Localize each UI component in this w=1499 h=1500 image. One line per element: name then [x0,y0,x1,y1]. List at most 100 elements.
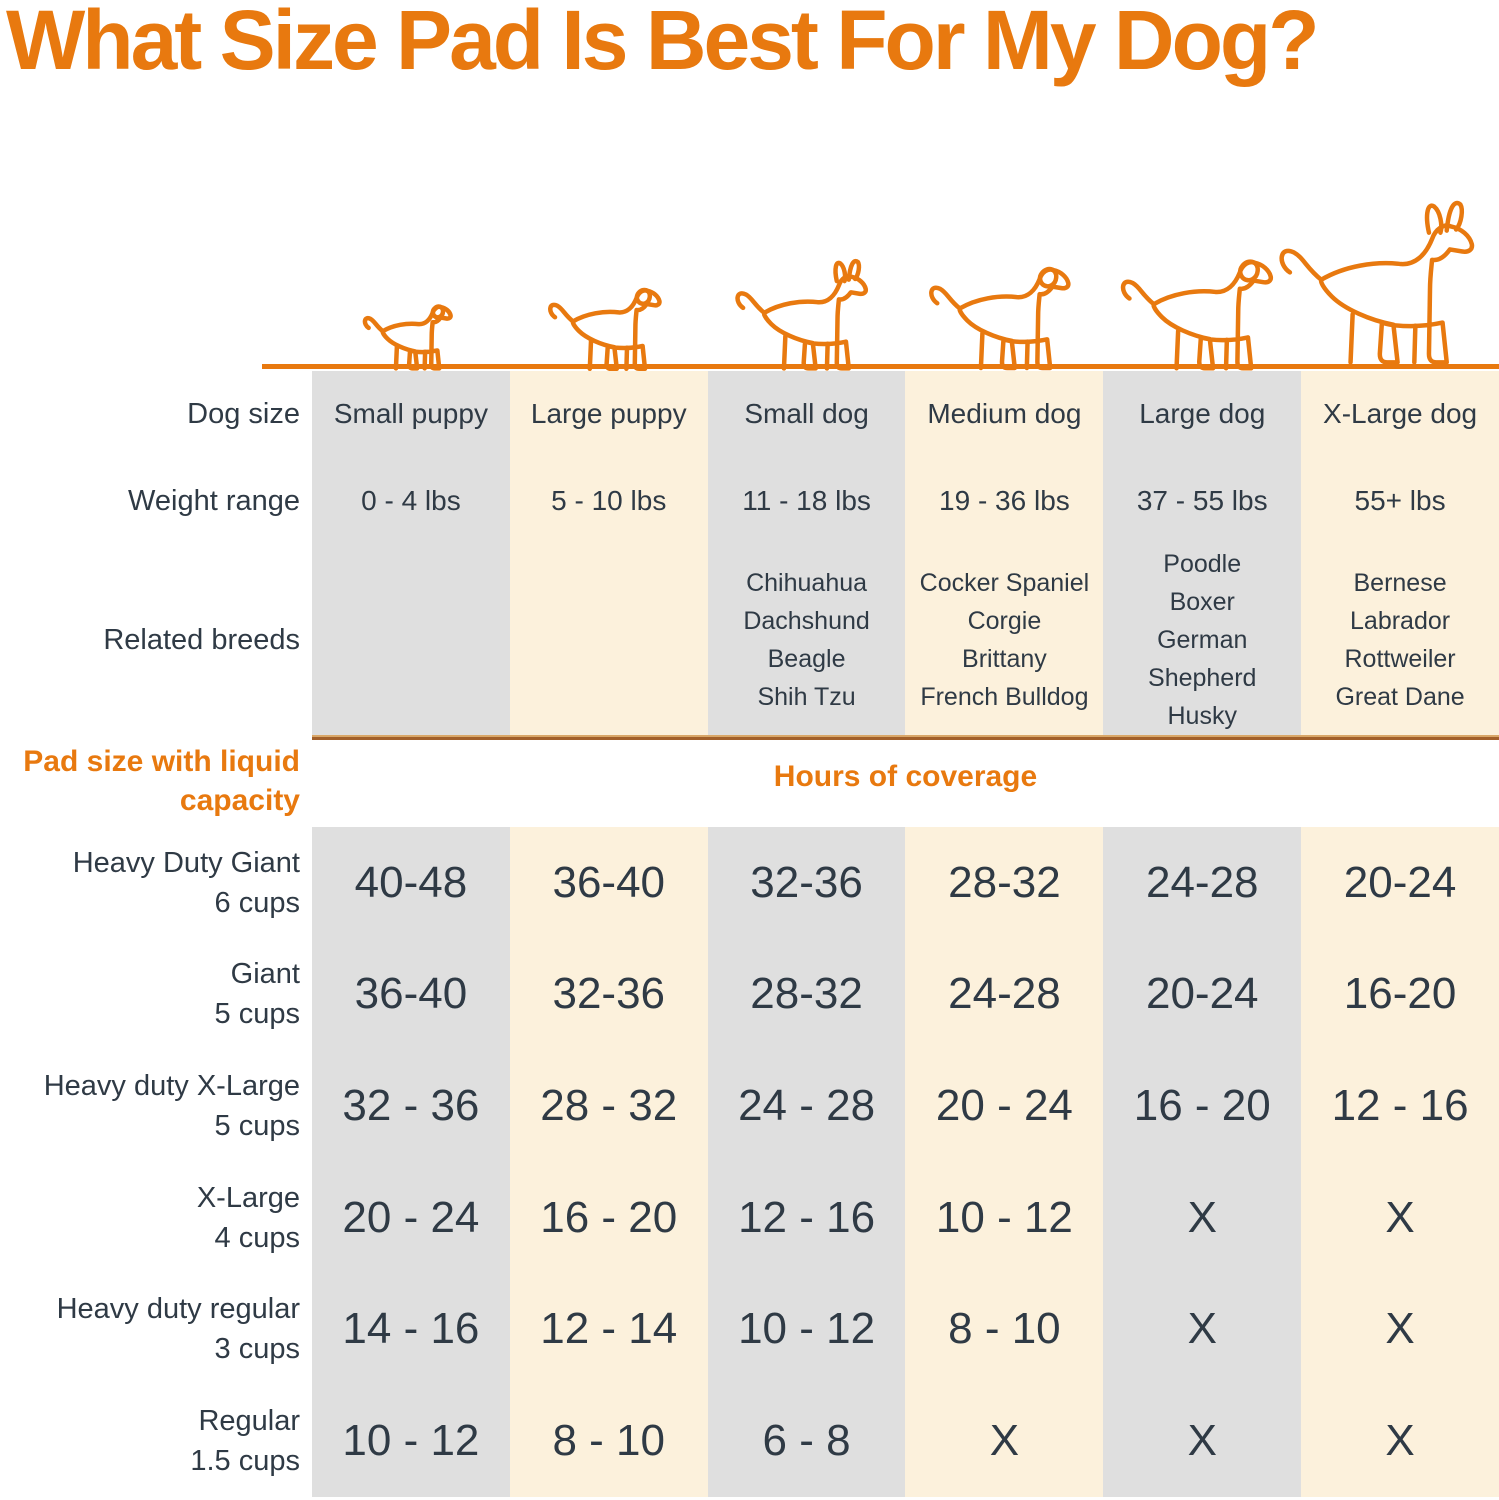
hours-cell: 14 - 16 [342,1304,480,1354]
pad-size-label: Pad size with liquid capacity [0,742,300,820]
weight-range-cell: 11 - 18 lbs [742,485,871,516]
hours-cell: 24-28 [948,969,1061,1019]
hours-cell: 16-20 [1343,969,1457,1019]
pad-row-label: Heavy duty X-Large 5 cups [0,1050,312,1162]
hours-cell: 28-32 [750,969,863,1019]
dog-size-cell: X-Large dog [1323,398,1478,429]
column-stripe [1301,371,1499,735]
pad-row-label: Heavy duty regular 3 cups [0,1274,312,1386]
related-breeds-cell [510,545,708,735]
pad-capacity: 1.5 cups [190,1445,300,1478]
hours-cell: 24-28 [1145,857,1259,907]
hours-cell: 36-40 [552,857,666,907]
hours-cell: 12 - 14 [540,1304,678,1354]
related-breeds-cell [312,545,510,735]
header-column-stripes [312,371,1499,735]
hours-cell: 8 - 10 [948,1304,1061,1354]
small-dog-icon [729,257,884,377]
large-dog-icon [1113,240,1292,378]
dog-size-cell: Large dog [1139,398,1266,429]
dog-size-cell: Small puppy [333,398,488,429]
pad-size-label-line1: Pad size [23,745,144,778]
pad-size-label-line2: with liquid capacity [151,745,300,817]
weight-range-cell: 55+ lbs [1354,485,1446,516]
column-stripe [1103,827,1302,1497]
hours-cell: X [1385,1192,1415,1242]
pad-row-label: X-Large 4 cups [0,1162,312,1274]
hours-cell: X [1385,1304,1415,1354]
column-stripe [312,371,510,735]
hours-cell: 10 - 12 [935,1192,1073,1242]
hours-cell: 12 - 16 [1331,1081,1469,1131]
small-puppy-icon [359,294,463,374]
pad-capacity: 5 cups [214,998,300,1031]
breeds-list: Chihuahua Dachshund Beagle Shih Tzu [743,569,870,711]
hours-cell: 20 - 24 [342,1192,480,1242]
related-breeds-cell: Poodle Boxer German Shepherd Husky [1103,545,1301,735]
hours-cell: 12 - 16 [738,1192,876,1242]
pad-name: X-Large [196,1181,300,1214]
hours-cell: 32-36 [552,969,666,1019]
column-stripe [1103,371,1302,735]
page-title: What Size Pad Is Best For My Dog? [6,0,1320,87]
pad-row-label: Heavy Duty Giant 6 cups [0,827,312,939]
hours-cell: 20 - 24 [935,1081,1073,1131]
dog-size-cell: Medium dog [927,398,1082,429]
hours-cell: 36-40 [354,969,468,1019]
section-divider-line [312,735,1499,740]
hours-cell: X [1187,1416,1217,1466]
hours-cell: 20-24 [1145,969,1259,1019]
dog-size-cell: Large puppy [530,398,687,429]
related-breeds-cell: Chihuahua Dachshund Beagle Shih Tzu [708,545,906,735]
weight-range-cell: 37 - 55 lbs [1136,485,1268,516]
pad-capacity: 4 cups [214,1221,300,1254]
column-stripe [707,371,906,735]
column-stripe [905,827,1104,1497]
row-label: Weight range [128,485,300,517]
pad-capacity: 5 cups [214,1110,300,1143]
hours-cell: 20-24 [1343,857,1457,907]
breeds-list: Bernese Labrador Rottweiler Great Dane [1335,569,1465,711]
row-label: Dog size [187,398,300,430]
related-breeds-cell: Bernese Labrador Rottweiler Great Dane [1301,545,1499,735]
column-stripe [905,371,1104,735]
hours-cell: 16 - 20 [1133,1081,1271,1131]
pad-name: Regular [198,1405,300,1438]
hours-cell: 32-36 [750,857,863,907]
pad-row-label: Regular 1.5 cups [0,1385,312,1497]
hours-cell: 24 - 28 [738,1081,876,1131]
column-stripe [312,827,510,1497]
hours-cell: 32 - 36 [342,1081,480,1131]
hours-cell: 16 - 20 [540,1192,678,1242]
weight-range-cell: 0 - 4 lbs [361,485,461,516]
x-large-dog-icon [1269,191,1499,381]
hours-cell: 40-48 [354,857,468,907]
hours-cell: 28-32 [948,857,1061,907]
hours-cell: 8 - 10 [552,1416,665,1466]
pad-name: Heavy duty X-Large [43,1070,300,1103]
column-stripe [707,827,906,1497]
hours-of-coverage-table: Heavy Duty Giant 6 cups 40-48 36-40 32-36 28-… [0,827,1499,1497]
body-column-stripes [312,827,1499,1497]
pad-capacity: 3 cups [214,1333,300,1366]
breeds-list: Poodle Boxer German Shepherd Husky [1148,550,1257,730]
weight-range-cell: 19 - 36 lbs [939,485,1070,516]
pad-name: Giant [230,958,300,991]
large-puppy-icon [543,274,675,376]
hours-cell: 10 - 12 [342,1416,480,1466]
medium-dog-icon [922,249,1088,377]
hours-of-coverage-header: Hours of coverage [773,760,1038,793]
ground-line [262,364,1499,369]
pad-row-label: Giant 5 cups [0,939,312,1051]
related-breeds-cell: Cocker Spaniel Corgie Brittany French Bu… [905,545,1103,735]
pad-name: Heavy duty regular [56,1293,300,1326]
hours-cell: 28 - 32 [540,1081,678,1131]
column-stripe [509,371,708,735]
hours-cell: X [1385,1416,1415,1466]
hours-cell: X [989,1416,1020,1466]
hours-cell: 6 - 8 [762,1416,851,1466]
pad-name: Heavy Duty Giant [72,846,300,879]
dog-size-cell: Small dog [744,398,869,429]
weight-range-cell: 5 - 10 lbs [551,485,667,516]
